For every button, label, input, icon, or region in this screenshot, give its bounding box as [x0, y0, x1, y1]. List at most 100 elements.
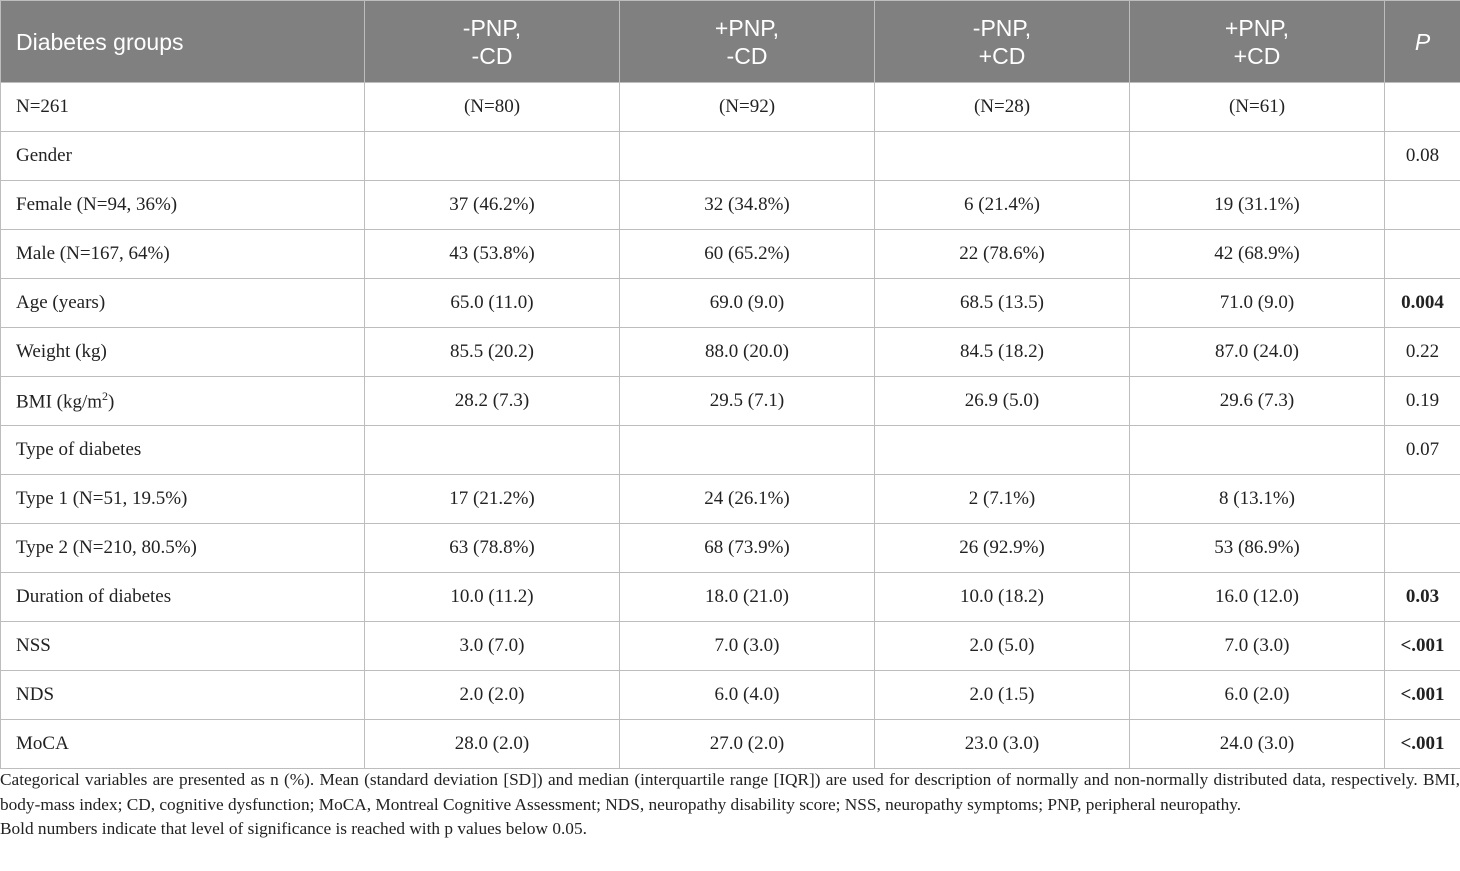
cell-c1: 28.2 (7.3) [364, 376, 620, 426]
cell-p-value: 0.07 [1384, 425, 1460, 475]
cell-c1: 85.5 (20.2) [364, 327, 620, 377]
footnote-bold-significance: Bold numbers indicate that level of sign… [0, 819, 587, 838]
cell-c3 [874, 425, 1130, 475]
header-line: +CD [978, 42, 1026, 69]
table-row: Type 1 (N=51, 19.5%) 17 (21.2%) 24 (26.1%)… [0, 474, 1460, 524]
row-label: Age (years) [0, 278, 365, 328]
cell-c4 [1129, 425, 1385, 475]
row-label-text: BMI (kg/m [16, 391, 103, 413]
header-line: -PNP, [972, 14, 1032, 41]
cell-c1: 17 (21.2%) [364, 474, 620, 524]
cell-p-value [1384, 523, 1460, 573]
row-label: BMI (kg/m2) [0, 376, 365, 426]
row-label-text: Type 2 (N=210, 80.5%) [16, 537, 197, 558]
cell-p-value: <.001 [1384, 719, 1460, 769]
header-row: Diabetes groups -PNP, -CD +PNP, -CD -PNP… [0, 0, 1460, 83]
cell-c3: (N=28) [874, 82, 1130, 132]
row-label: NSS [0, 621, 365, 671]
cell-p-value: <.001 [1384, 621, 1460, 671]
table-row: NDS 2.0 (2.0) 6.0 (4.0) 2.0 (1.5) 6.0 (2.0) <… [0, 670, 1460, 720]
table-row: N=261 (N=80) (N=92) (N=28) (N=61) [0, 82, 1460, 132]
row-label-text: Male (N=167, 64%) [16, 243, 170, 264]
cell-p-value: 0.03 [1384, 572, 1460, 622]
cell-p-value: 0.004 [1384, 278, 1460, 328]
table-row: Weight (kg) 85.5 (20.2) 88.0 (20.0) 84.5 (1… [0, 327, 1460, 377]
header-col-pnp-pos-cd-pos: +PNP, +CD [1129, 0, 1385, 83]
table-row: BMI (kg/m2) 28.2 (7.3) 29.5 (7.1) 26.9 (5.0… [0, 376, 1460, 426]
cell-c4: 8 (13.1%) [1129, 474, 1385, 524]
cell-c4: 71.0 (9.0) [1129, 278, 1385, 328]
cell-c3: 6 (21.4%) [874, 180, 1130, 230]
row-label: Type 1 (N=51, 19.5%) [0, 474, 365, 524]
cell-c4: 7.0 (3.0) [1129, 621, 1385, 671]
row-label: MoCA [0, 719, 365, 769]
cell-c4: 42 (68.9%) [1129, 229, 1385, 279]
cell-c4: 29.6 (7.3) [1129, 376, 1385, 426]
table-row: MoCA 28.0 (2.0) 27.0 (2.0) 23.0 (3.0) 24.0 (… [0, 719, 1460, 769]
cell-c4: (N=61) [1129, 82, 1385, 132]
header-col-pnp-neg-cd-pos: -PNP, +CD [874, 0, 1130, 83]
cell-c1: 3.0 (7.0) [364, 621, 620, 671]
cell-c2: 32 (34.8%) [619, 180, 875, 230]
row-label: Male (N=167, 64%) [0, 229, 365, 279]
cell-c1: (N=80) [364, 82, 620, 132]
cell-c3: 26 (92.9%) [874, 523, 1130, 573]
cell-c3: 26.9 (5.0) [874, 376, 1130, 426]
row-label: Female (N=94, 36%) [0, 180, 365, 230]
cell-c2: 88.0 (20.0) [619, 327, 875, 377]
cell-c3: 84.5 (18.2) [874, 327, 1130, 377]
cell-c2: (N=92) [619, 82, 875, 132]
row-label: Gender [0, 131, 365, 181]
row-label-tail: ) [108, 391, 115, 413]
cell-c2: 69.0 (9.0) [619, 278, 875, 328]
cell-c2: 29.5 (7.1) [619, 376, 875, 426]
cell-c3: 22 (78.6%) [874, 229, 1130, 279]
cell-c4 [1129, 131, 1385, 181]
cell-c2: 7.0 (3.0) [619, 621, 875, 671]
row-label-text: N=261 [16, 96, 69, 117]
table-row: Gender 0.08 [0, 131, 1460, 181]
cell-c2 [619, 131, 875, 181]
cell-c1 [364, 425, 620, 475]
table-row: Type 2 (N=210, 80.5%) 63 (78.8%) 68 (73.9%… [0, 523, 1460, 573]
table-row: Female (N=94, 36%) 37 (46.2%) 32 (34.8%) 6 … [0, 180, 1460, 230]
cell-c1: 28.0 (2.0) [364, 719, 620, 769]
cell-c2 [619, 425, 875, 475]
cell-c2: 18.0 (21.0) [619, 572, 875, 622]
cell-c4: 16.0 (12.0) [1129, 572, 1385, 622]
cell-p-value [1384, 474, 1460, 524]
header-line: -CD [471, 42, 513, 69]
header-p-value: P [1384, 0, 1460, 83]
cell-c4: 53 (86.9%) [1129, 523, 1385, 573]
table-row: Age (years) 65.0 (11.0) 69.0 (9.0) 68.5 (13… [0, 278, 1460, 328]
row-label-text: Duration of diabetes [16, 586, 172, 607]
footnote-abbreviations: Categorical variables are presented as n… [0, 770, 1460, 814]
row-label: Type 2 (N=210, 80.5%) [0, 523, 365, 573]
row-label: Weight (kg) [0, 327, 365, 377]
row-label-text: Female (N=94, 36%) [16, 194, 178, 215]
header-line: +CD [1233, 42, 1281, 69]
cell-c3 [874, 131, 1130, 181]
row-label: NDS [0, 670, 365, 720]
header-line: -CD [726, 42, 768, 69]
table-row: Type of diabetes 0.07 [0, 425, 1460, 475]
cell-c1: 65.0 (11.0) [364, 278, 620, 328]
header-line: -PNP, [462, 14, 522, 41]
cell-c1: 63 (78.8%) [364, 523, 620, 573]
row-label-text: Weight (kg) [16, 341, 107, 362]
cell-c4: 87.0 (24.0) [1129, 327, 1385, 377]
row-label-text: Type 1 (N=51, 19.5%) [16, 488, 188, 509]
cell-c2: 27.0 (2.0) [619, 719, 875, 769]
cell-p-value [1384, 82, 1460, 132]
header-col-pnp-pos-cd-neg: +PNP, -CD [619, 0, 875, 83]
cell-p-value [1384, 180, 1460, 230]
cell-p-value: <.001 [1384, 670, 1460, 720]
row-label-text: NDS [16, 684, 55, 705]
row-label: Duration of diabetes [0, 572, 365, 622]
header-col-pnp-neg-cd-neg: -PNP, -CD [364, 0, 620, 83]
cell-c1: 2.0 (2.0) [364, 670, 620, 720]
cell-c1: 37 (46.2%) [364, 180, 620, 230]
table-footnotes: Categorical variables are presented as n… [0, 768, 1460, 842]
cell-c4: 6.0 (2.0) [1129, 670, 1385, 720]
cell-c2: 60 (65.2%) [619, 229, 875, 279]
